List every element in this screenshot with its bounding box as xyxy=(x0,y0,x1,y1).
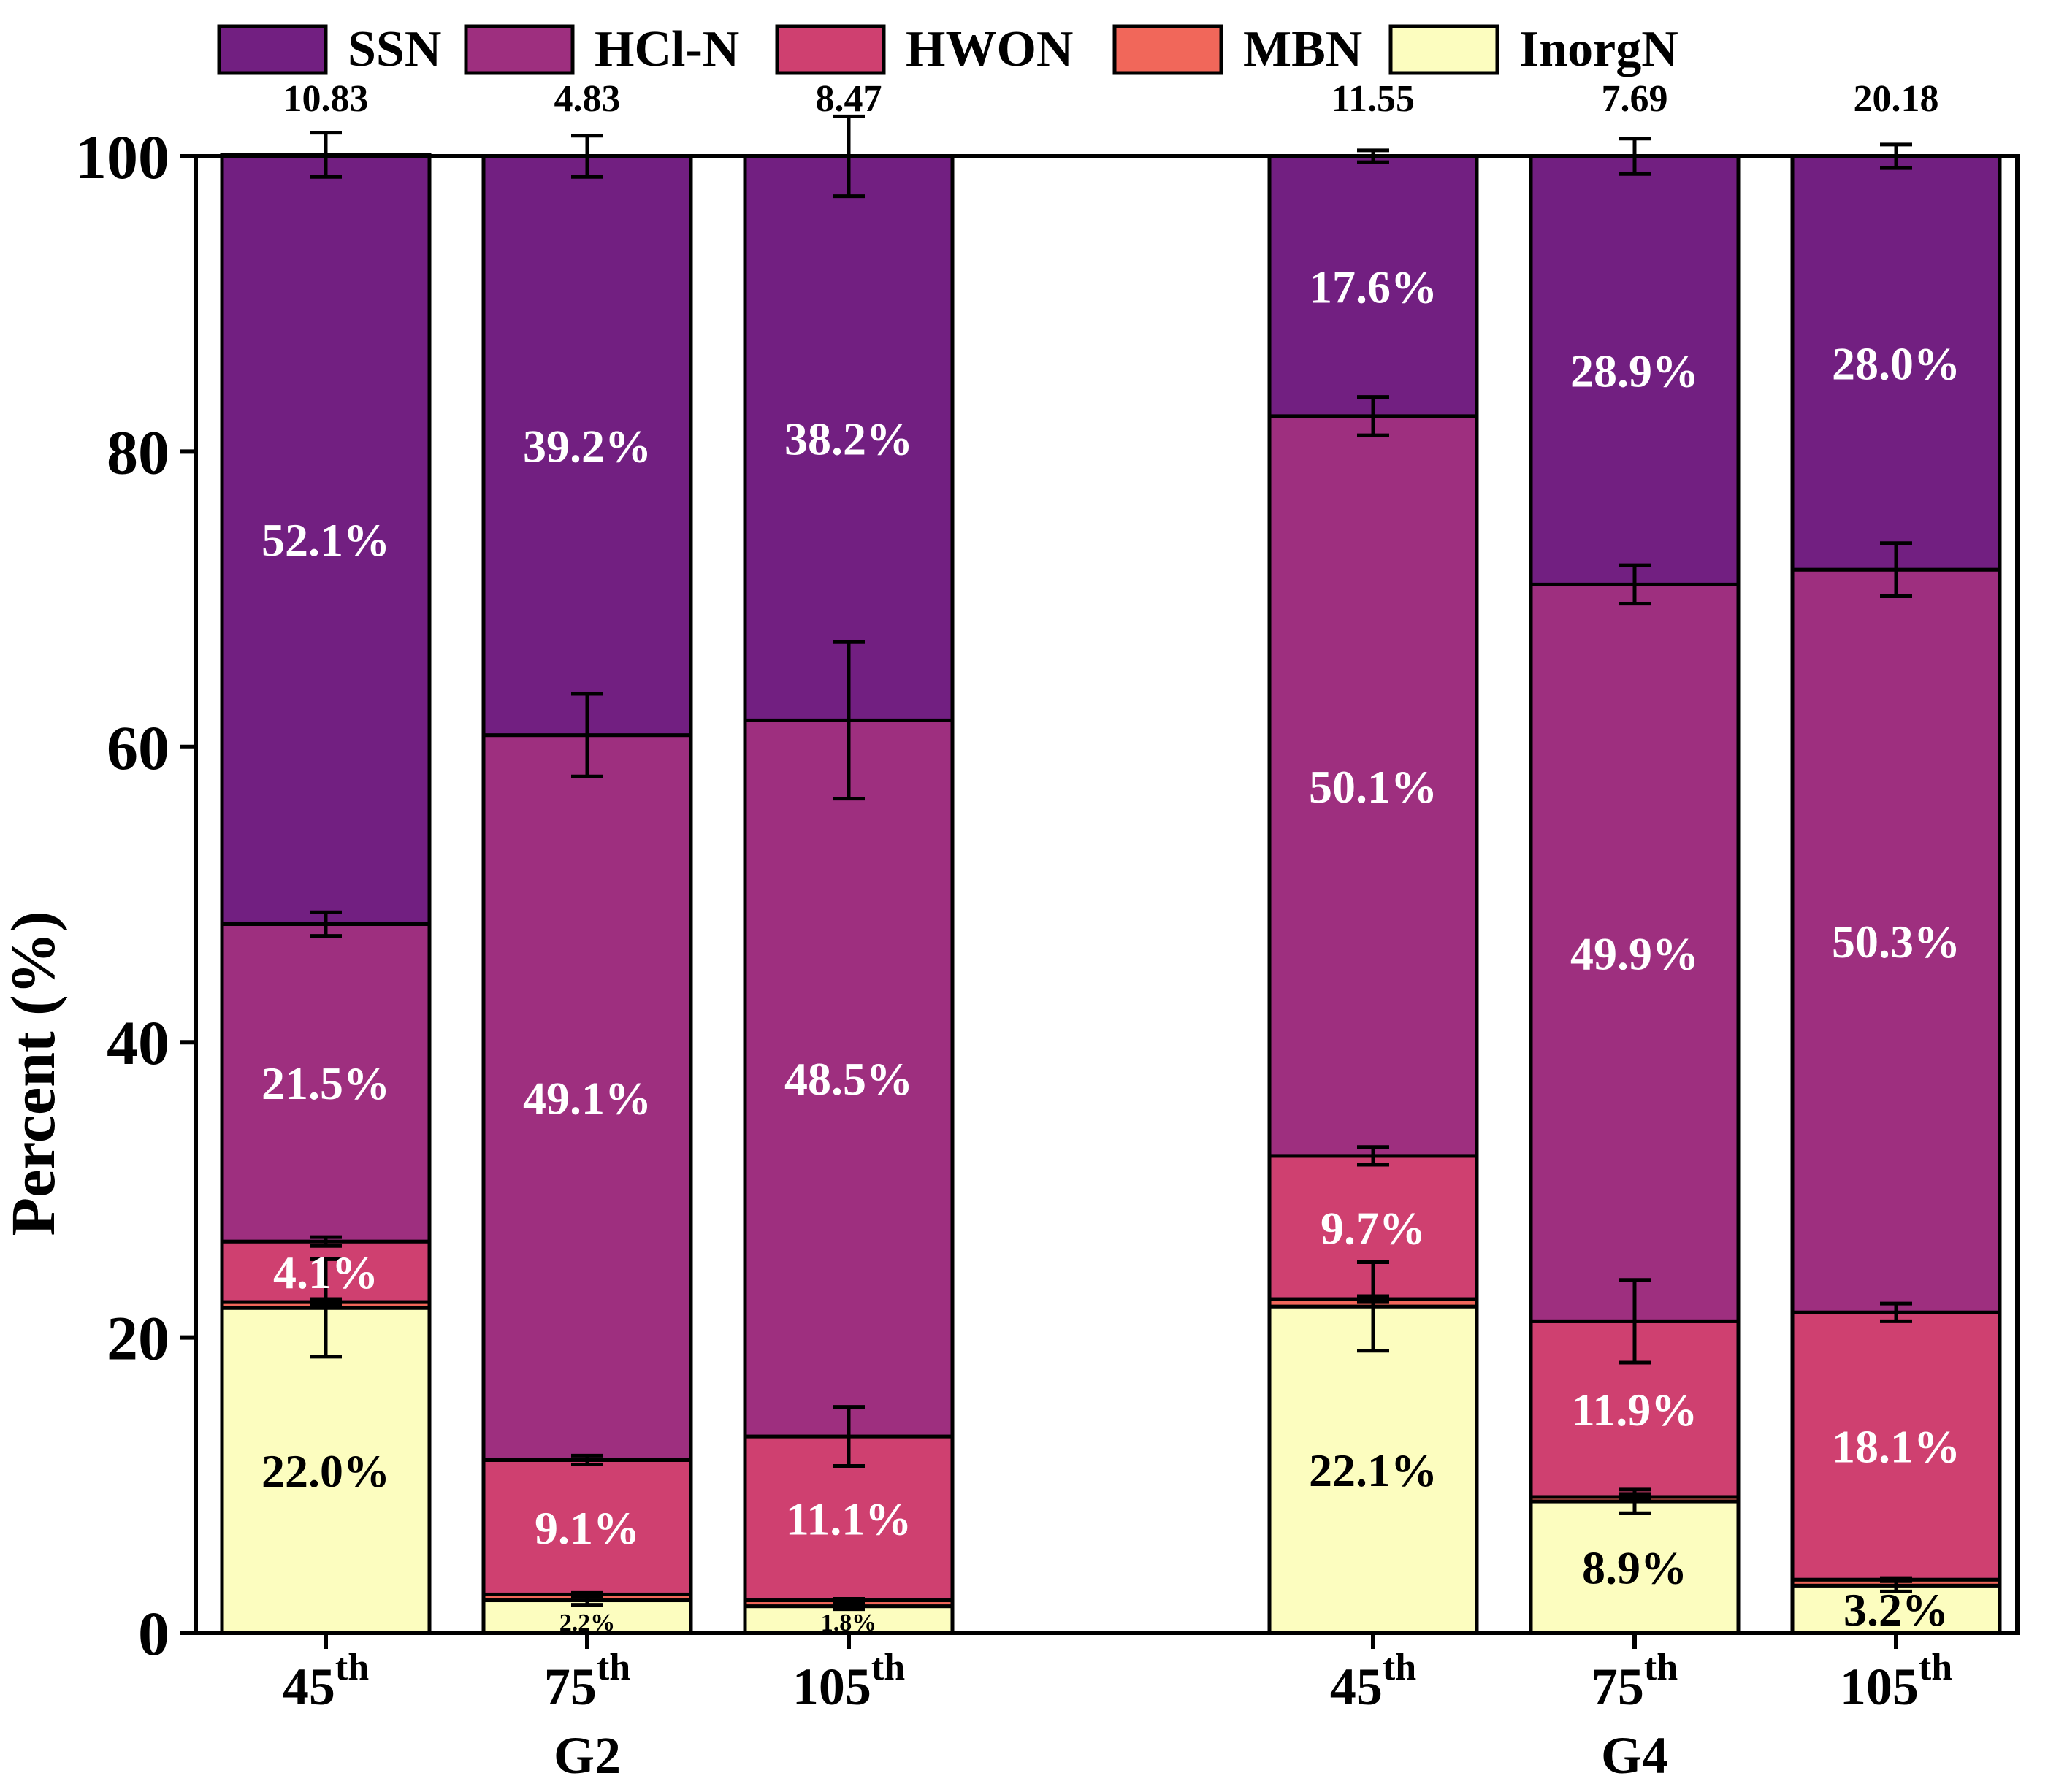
bar-segment-g2-45-ssn xyxy=(220,153,432,926)
segment-label-g4-105-hwon: 18.1% xyxy=(1832,1421,1960,1473)
y-tick-label-60: 60 xyxy=(107,713,169,783)
error-bar-g4-45-hwon xyxy=(1357,1145,1389,1167)
legend-item-mbn: MBN xyxy=(1112,21,1362,77)
segment-label-g4-45-hwon: 9.7% xyxy=(1321,1202,1426,1254)
y-axis-label: Percent (%) xyxy=(0,911,68,1236)
y-tick-label-20: 20 xyxy=(107,1303,169,1374)
legend-item-hcl-n: HCl-N xyxy=(464,21,739,77)
segment-label-g4-45-hcl-n: 50.1% xyxy=(1309,761,1437,813)
segment-labels-layer: 22.0%4.1%21.5%52.1%2.2%9.1%49.1%39.2%1.8… xyxy=(261,261,1960,1636)
x-tick-label-g2-75: 75th xyxy=(544,1647,630,1716)
total-label-g2-105: 8.47 xyxy=(816,78,882,120)
group-label-g2: G2 xyxy=(554,1726,621,1785)
segment-label-g4-105-inorgn: 3.2% xyxy=(1843,1584,1949,1636)
segment-label-g4-75-ssn: 28.9% xyxy=(1570,345,1699,397)
legend-swatch-mbn xyxy=(1112,24,1223,75)
y-tick-label-40: 40 xyxy=(107,1008,169,1078)
x-tick-label-g2-45: 45th xyxy=(283,1647,369,1716)
segment-label-g2-45-ssn: 52.1% xyxy=(261,514,390,566)
error-bar-g4-105-hwon xyxy=(1880,1301,1912,1323)
legend-item-hwon: HWON xyxy=(775,21,1073,77)
segment-label-g4-75-hcl-n: 49.9% xyxy=(1570,927,1699,979)
segment-label-g2-45-inorgn: 22.0% xyxy=(261,1445,390,1497)
segment-label-g4-105-hcl-n: 50.3% xyxy=(1832,916,1960,968)
legend-item-inorgn: InorgN xyxy=(1388,21,1678,77)
legend-swatch-hcl-n xyxy=(464,24,575,75)
total-label-g2-75: 4.83 xyxy=(554,78,621,120)
error-bar-g4-105-hcl-n xyxy=(1880,541,1912,599)
error-bar-g2-105-mbn xyxy=(833,1596,865,1604)
error-bar-g4-45-mbn xyxy=(1357,1294,1389,1304)
bar-segment-g2-105-hcl-n xyxy=(743,718,955,1439)
total-labels-layer: 10.83 4.83 8.47 11.55 7.69 20.18 xyxy=(283,78,1939,120)
x-tick-label-g4-45: 45th xyxy=(1330,1647,1416,1716)
legend-label-hwon: HWON xyxy=(906,21,1073,77)
y-tick-label-0: 0 xyxy=(138,1598,169,1669)
error-bar-g2-105-hcl-n xyxy=(833,640,865,801)
group-label-g4: G4 xyxy=(1601,1726,1668,1785)
legend-swatch-inorgn xyxy=(1388,24,1499,75)
error-bar-g2-45-inorgn xyxy=(310,1257,342,1359)
bar-segment-g4-105-hwon xyxy=(1790,1310,2002,1582)
bar-segment-g2-105-ssn xyxy=(743,154,955,722)
segment-label-g2-45-hcl-n: 21.5% xyxy=(261,1057,390,1109)
legend-label-inorgn: InorgN xyxy=(1519,21,1678,77)
segment-label-g2-75-hwon: 9.1% xyxy=(535,1502,640,1554)
error-bar-g4-75-hwon xyxy=(1619,1278,1651,1365)
error-bar-g2-45-hcl-n xyxy=(310,910,342,938)
legend-swatch-hwon xyxy=(775,24,886,75)
legend-label-hcl-n: HCl-N xyxy=(595,21,739,77)
bars-layer xyxy=(220,153,2002,1635)
segment-label-g2-75-ssn: 39.2% xyxy=(523,421,652,472)
legend-label-mbn: MBN xyxy=(1243,21,1362,77)
segment-label-g4-105-ssn: 28.0% xyxy=(1832,337,1960,389)
plot-frame xyxy=(194,154,2020,1635)
chart-legend: SSN HCl-N HWON MBN InorgN xyxy=(217,21,1678,77)
segment-label-g2-75-hcl-n: 49.1% xyxy=(523,1072,652,1124)
segment-label-g2-45-hwon: 4.1% xyxy=(273,1247,378,1298)
y-tick-label-100: 100 xyxy=(75,122,169,192)
error-bar-g2-105-hwon xyxy=(833,1405,865,1469)
total-label-g4-45: 11.55 xyxy=(1331,78,1415,120)
segment-label-g2-105-hwon: 11.1% xyxy=(786,1493,912,1545)
error-bar-g4-75-mbn xyxy=(1619,1492,1651,1502)
x-tick-label-g2-105: 105th xyxy=(792,1647,905,1716)
bar-segment-g4-45-ssn xyxy=(1267,154,1479,418)
bar-segment-g4-45-inorgn xyxy=(1267,1304,1479,1635)
segment-label-g4-45-inorgn: 22.1% xyxy=(1309,1444,1437,1496)
total-label-g2-45: 10.83 xyxy=(283,78,369,120)
total-label-g4-75: 7.69 xyxy=(1602,78,1668,120)
error-bar-g2-45-hwon xyxy=(310,1235,342,1248)
error-bar-g4-45-hcl-n xyxy=(1357,395,1389,437)
legend-item-ssn: SSN xyxy=(217,21,441,77)
x-tick-label-g4-105: 105th xyxy=(1840,1647,1952,1716)
bar-segment-g4-75-hcl-n xyxy=(1529,582,1741,1323)
x-tick-label-g4-75: 75th xyxy=(1592,1647,1678,1716)
segment-label-g4-75-hwon: 11.9% xyxy=(1572,1384,1697,1436)
y-tick-label-80: 80 xyxy=(107,417,169,487)
error-bar-g2-45-mbn xyxy=(310,1297,342,1307)
segment-label-g2-105-hcl-n: 48.5% xyxy=(784,1053,913,1105)
segment-label-g4-75-inorgn: 8.9% xyxy=(1582,1542,1687,1593)
error-bar-g2-75-hcl-n xyxy=(571,692,603,778)
error-bar-g2-75-mbn xyxy=(571,1590,603,1598)
segment-label-g4-45-ssn: 17.6% xyxy=(1309,261,1437,313)
bar-segment-g4-105-inorgn xyxy=(1790,1583,2002,1635)
total-label-g4-105: 20.18 xyxy=(1854,78,1939,120)
error-bar-g4-45-inorgn xyxy=(1357,1260,1389,1353)
error-bar-g2-75-hwon xyxy=(571,1453,603,1466)
bar-segment-g2-45-hcl-n xyxy=(220,922,432,1244)
legend-swatch-ssn xyxy=(217,24,328,75)
segment-label-g2-105-ssn: 38.2% xyxy=(784,413,913,465)
bar-segment-g4-75-inorgn xyxy=(1529,1499,1741,1635)
bar-segment-g2-45-inorgn xyxy=(220,1306,432,1635)
error-bar-g4-75-hcl-n xyxy=(1619,563,1651,606)
error-bar-g4-105-mbn xyxy=(1880,1576,1912,1583)
error-bars-layer xyxy=(310,114,1912,1612)
axes-layer: 0 20 40 60 80 100 45th 75th 105th G2 45th 75th 105th… xyxy=(75,122,2020,1785)
legend-label-ssn: SSN xyxy=(348,21,441,77)
